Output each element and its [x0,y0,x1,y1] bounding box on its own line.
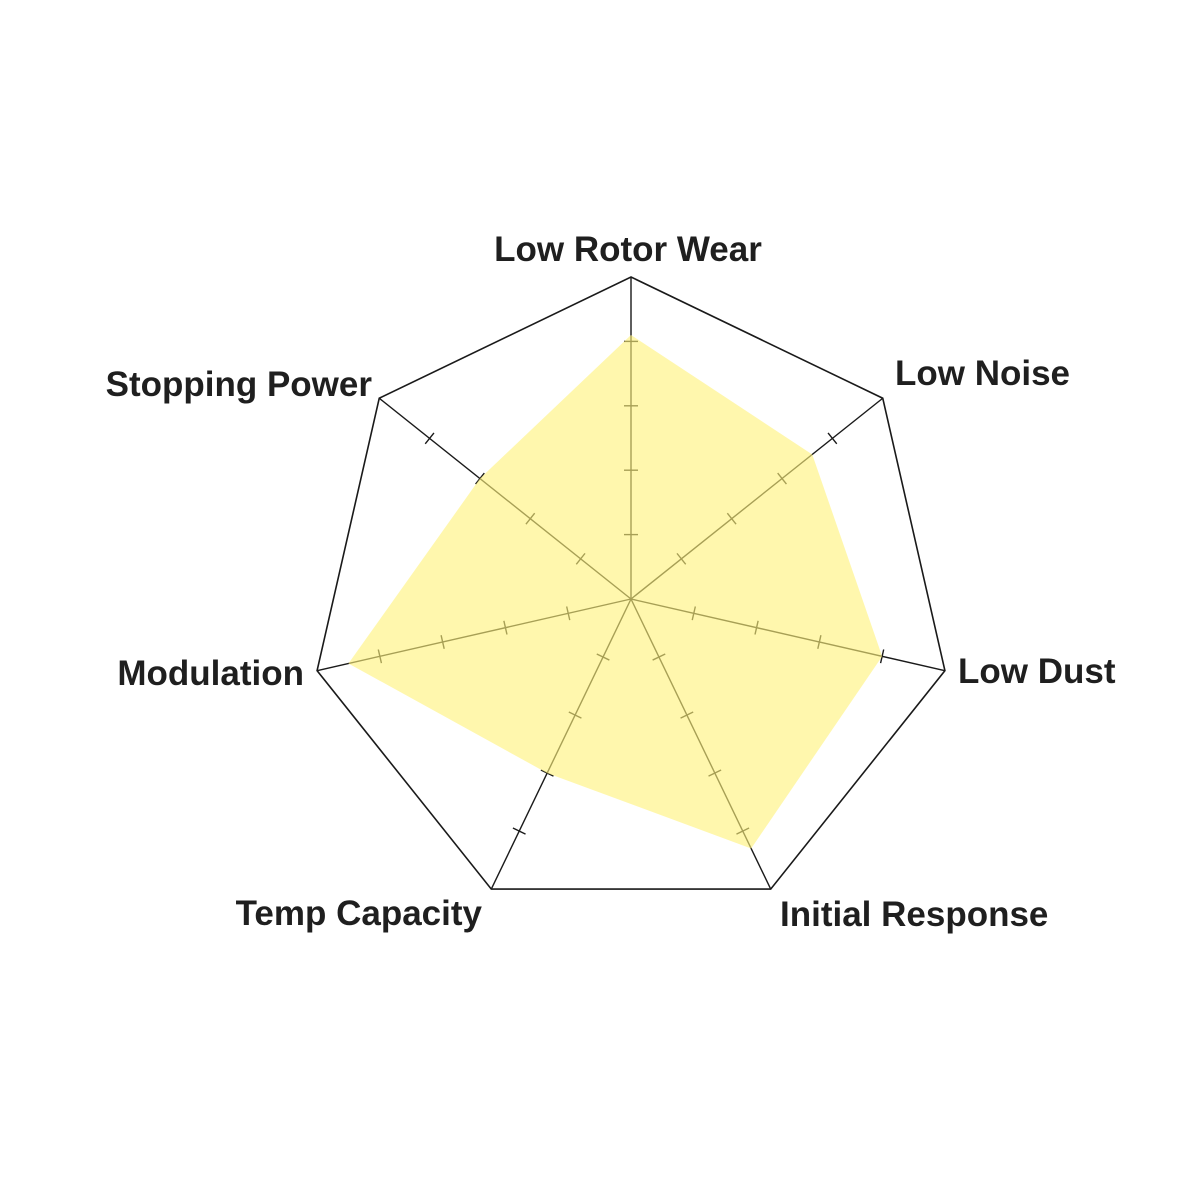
axis-label: Temp Capacity [236,894,483,933]
axis-tick [424,432,435,445]
data-area [348,334,883,849]
axis-label: Initial Response [780,895,1048,934]
axis-label: Stopping Power [106,365,373,404]
axis-tick [475,472,485,485]
axis-label: Low Dust [958,652,1116,691]
axis-tick [879,649,885,664]
axis-tick [512,827,526,835]
axis-label: Low Noise [895,354,1070,393]
axis-label: Low Rotor Wear [494,230,762,269]
axis-label: Modulation [117,654,304,693]
axis-tick [827,432,838,445]
outer-frame [316,276,946,890]
